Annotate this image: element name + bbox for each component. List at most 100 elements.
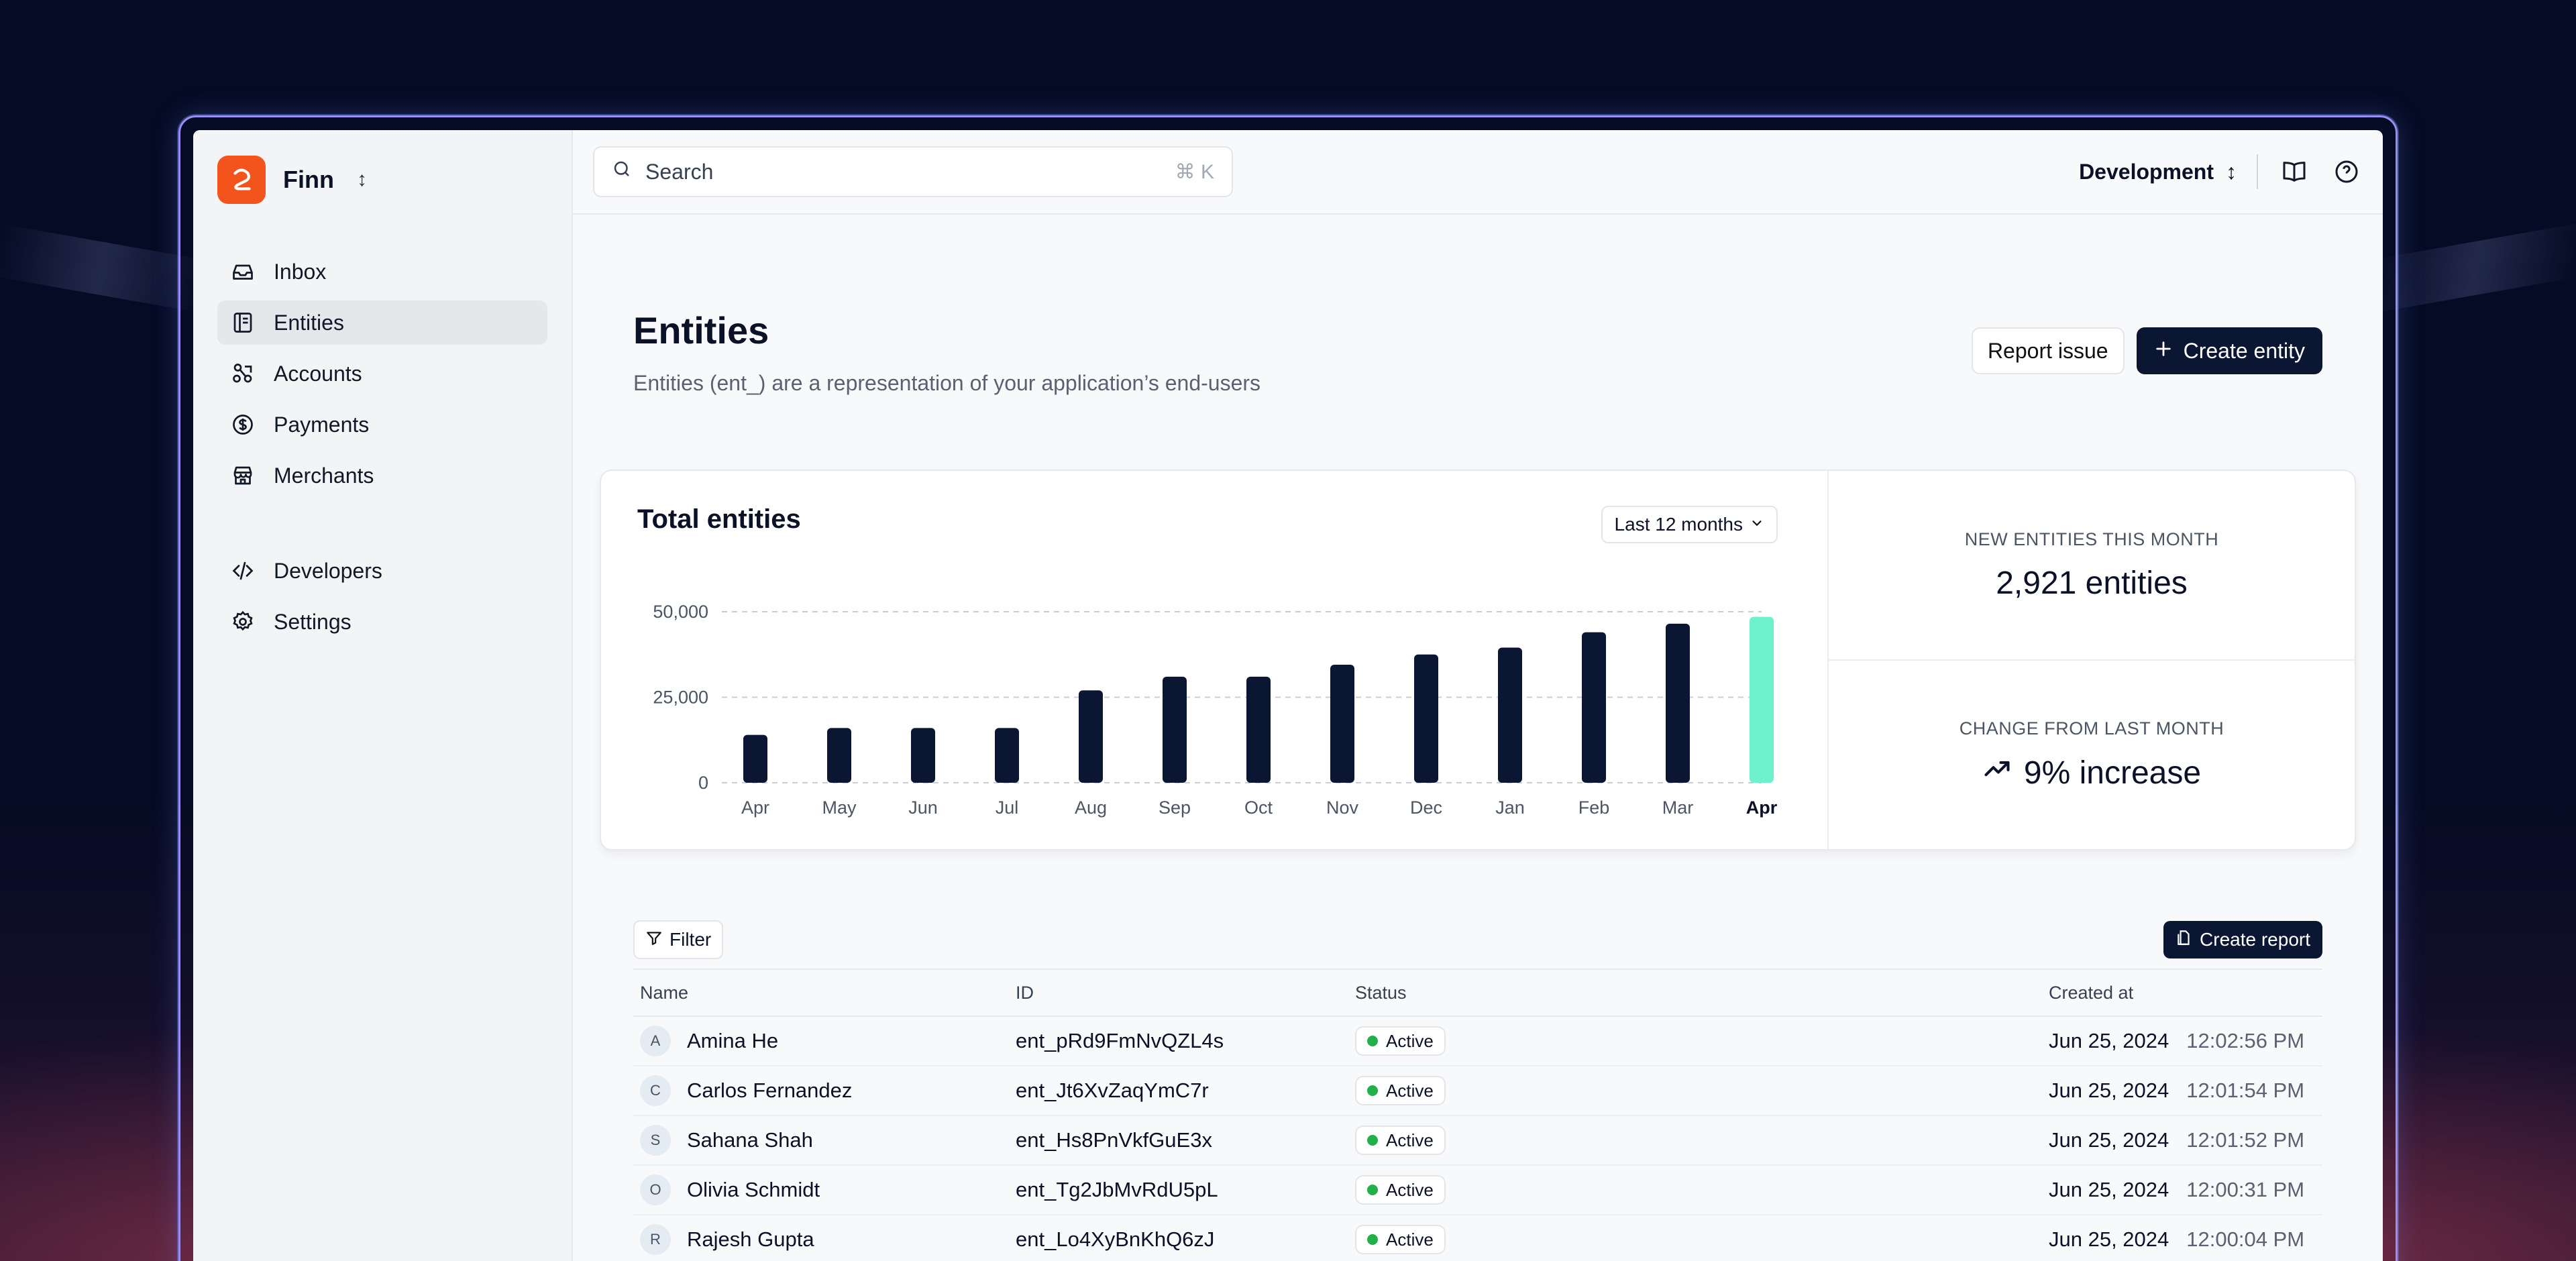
filter-label: Filter: [669, 929, 712, 950]
entity-name[interactable]: Sahana Shah: [687, 1128, 813, 1152]
y-tick-label: 0: [698, 773, 708, 793]
main-area: Search ⌘ K Development ↕ Entities Entiti…: [573, 130, 2383, 1261]
chart-bar[interactable]: [1246, 676, 1271, 783]
x-tick-label: Sep: [1159, 798, 1191, 818]
range-select-value: Last 12 months: [1614, 514, 1743, 535]
range-select[interactable]: Last 12 months: [1601, 506, 1778, 543]
table-row[interactable]: S Sahana Shah ent_Hs8PnVkfGuE3x Active Jun 2…: [633, 1115, 2322, 1166]
environment-switcher[interactable]: Development ↕: [2079, 160, 2237, 184]
chart-bar[interactable]: [743, 734, 767, 783]
page-title: Entities: [633, 309, 769, 351]
chart-bar[interactable]: [1498, 647, 1522, 783]
chart-bar[interactable]: [1330, 665, 1354, 783]
chart-bar[interactable]: [1666, 623, 1690, 783]
x-tick-label: Dec: [1410, 798, 1442, 818]
column-header-id[interactable]: ID: [1009, 969, 1348, 1017]
status-dot-icon: [1367, 1234, 1378, 1245]
sidebar-item-accounts[interactable]: Accounts: [217, 351, 547, 396]
search-input[interactable]: Search ⌘ K: [593, 146, 1233, 197]
entity-name[interactable]: Carlos Fernandez: [687, 1079, 853, 1102]
avatar: S: [640, 1125, 671, 1156]
sidebar-item-payments[interactable]: Payments: [217, 402, 547, 447]
table-row[interactable]: C Carlos Fernandez ent_Jt6XvZaqYmC7r Active…: [633, 1066, 2322, 1116]
chart-bar[interactable]: [1414, 654, 1438, 783]
chart-bar[interactable]: [1582, 632, 1606, 783]
entity-id[interactable]: ent_Tg2JbMvRdU5pL: [1009, 1165, 1348, 1215]
help-icon[interactable]: [2330, 156, 2363, 188]
x-tick-label: Feb: [1578, 798, 1610, 818]
header-actions: Report issue Create entity: [1971, 327, 2322, 374]
chart-bar[interactable]: [827, 728, 851, 783]
status-dot-icon: [1367, 1185, 1378, 1195]
chart-bar[interactable]: [911, 728, 935, 783]
trending-up-icon: [1982, 754, 2012, 791]
sidebar-item-label: Accounts: [274, 361, 362, 386]
status-badge: Active: [1355, 1126, 1446, 1155]
sidebar-item-settings[interactable]: Settings: [217, 600, 547, 644]
chart-bar[interactable]: [1750, 616, 1774, 783]
created-date: Jun 25, 2024: [2049, 1227, 2169, 1251]
table-toolbar: Filter Create report: [633, 920, 2322, 959]
status-label: Active: [1386, 1130, 1434, 1150]
store-icon: [229, 462, 256, 489]
entity-id[interactable]: ent_pRd9FmNvQZL4s: [1009, 1016, 1348, 1066]
stat-value: 9% increase: [1982, 754, 2201, 791]
created-time: 12:01:52 PM: [2186, 1128, 2305, 1152]
filter-icon: [645, 929, 663, 951]
app-window: Finn ↕ Inbox Entities Accounts: [193, 130, 2383, 1261]
table-row[interactable]: R Rajesh Gupta ent_Lo4XyBnKhQ6zJ Active Jun …: [633, 1215, 2322, 1261]
cell-created-at: Jun 25, 2024 12:02:56 PM: [2042, 1016, 2322, 1066]
filter-button[interactable]: Filter: [633, 920, 724, 959]
column-header-status[interactable]: Status: [1348, 969, 2042, 1017]
entity-name[interactable]: Rajesh Gupta: [687, 1227, 814, 1251]
cell-created-at: Jun 25, 2024 12:00:31 PM: [2042, 1165, 2322, 1215]
x-tick-label: Oct: [1244, 798, 1273, 818]
status-badge: Active: [1355, 1026, 1446, 1056]
background-beam-right: [2375, 223, 2576, 313]
cell-name: O Olivia Schmidt: [633, 1165, 1009, 1215]
cell-status: Active: [1348, 1215, 2042, 1261]
workspace-switcher[interactable]: Finn ↕: [217, 154, 547, 205]
chart-bar[interactable]: [1163, 676, 1187, 783]
entity-name[interactable]: Amina He: [687, 1029, 779, 1052]
cell-name: S Sahana Shah: [633, 1115, 1009, 1166]
x-tick-label: May: [822, 798, 857, 818]
create-report-button[interactable]: Create report: [2163, 921, 2322, 958]
y-tick-label: 25,000: [653, 688, 708, 708]
table-row[interactable]: A Amina He ent_pRd9FmNvQZL4s Active Jun 25, …: [633, 1016, 2322, 1066]
report-issue-button[interactable]: Report issue: [1971, 327, 2125, 374]
docs-book-icon[interactable]: [2278, 156, 2310, 188]
avatar: A: [640, 1026, 671, 1056]
chevron-down-icon: [1750, 514, 1764, 535]
sidebar-item-merchants[interactable]: Merchants: [217, 453, 547, 498]
status-dot-icon: [1367, 1135, 1378, 1146]
environment-chevron-icon: ↕: [2226, 159, 2237, 184]
dollar-icon: [229, 411, 256, 438]
chart-bar[interactable]: [1079, 690, 1103, 783]
gear-icon: [229, 608, 256, 635]
stat-value-text: 2,921 entities: [1996, 565, 2188, 601]
create-entity-button[interactable]: Create entity: [2136, 327, 2322, 374]
inbox-icon: [229, 258, 256, 285]
entity-name[interactable]: Olivia Schmidt: [687, 1178, 820, 1201]
workspace-name: Finn: [283, 166, 334, 193]
column-header-created-at[interactable]: Created at: [2042, 969, 2322, 1017]
created-time: 12:00:31 PM: [2186, 1178, 2305, 1201]
x-tick-label: Aug: [1075, 798, 1107, 818]
chart-bar[interactable]: [995, 728, 1019, 783]
cell-status: Active: [1348, 1016, 2042, 1066]
entity-id[interactable]: ent_Lo4XyBnKhQ6zJ: [1009, 1215, 1348, 1261]
stat-value-text: 9% increase: [2023, 755, 2202, 791]
status-badge: Active: [1355, 1076, 1446, 1105]
sidebar-item-label: Payments: [274, 412, 370, 437]
entity-id[interactable]: ent_Jt6XvZaqYmC7r: [1009, 1066, 1348, 1116]
sidebar-item-entities[interactable]: Entities: [217, 300, 547, 345]
column-header-name[interactable]: Name: [633, 969, 1009, 1017]
x-tick-label: Jul: [996, 798, 1019, 818]
table-row[interactable]: O Olivia Schmidt ent_Tg2JbMvRdU5pL Active Ju…: [633, 1165, 2322, 1215]
created-time: 12:02:56 PM: [2186, 1029, 2305, 1052]
cell-status: Active: [1348, 1066, 2042, 1116]
entity-id[interactable]: ent_Hs8PnVkfGuE3x: [1009, 1115, 1348, 1166]
sidebar-item-inbox[interactable]: Inbox: [217, 250, 547, 294]
sidebar-item-developers[interactable]: Developers: [217, 549, 547, 593]
